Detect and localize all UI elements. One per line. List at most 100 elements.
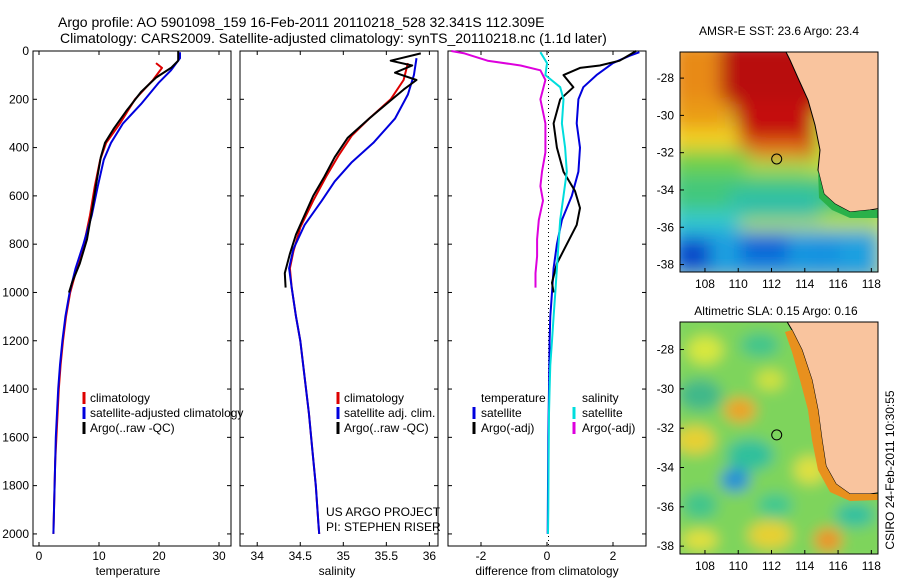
map-y-tick-label: -36 bbox=[657, 500, 675, 514]
map-x-tick-label: 110 bbox=[729, 559, 748, 573]
series-salinity-satellite bbox=[539, 51, 568, 534]
y-tick-label: 200 bbox=[9, 92, 29, 106]
timestamp-label: CSIRO 24-Feb-2011 10:30:55 bbox=[883, 390, 897, 550]
map-x-tick-label: 112 bbox=[762, 559, 781, 573]
x-tick-label: 30 bbox=[212, 549, 226, 563]
map-y-tick-label: -32 bbox=[657, 421, 675, 435]
map-y-tick-label: -36 bbox=[657, 220, 675, 234]
sst-map-title: AMSR-E SST: 23.6 Argo: 23.4 bbox=[699, 24, 859, 38]
map-x-tick-label: 112 bbox=[762, 277, 781, 291]
map-x-tick-label: 116 bbox=[828, 277, 847, 291]
x-tick-label: 0 bbox=[544, 549, 551, 563]
map-y-tick-label: -38 bbox=[657, 539, 675, 553]
map-x-tick-label: 114 bbox=[795, 559, 814, 573]
x-tick-label: 35 bbox=[337, 549, 351, 563]
difference-xlabel: difference from climatology bbox=[475, 564, 618, 578]
y-tick-label: 1600 bbox=[2, 430, 29, 444]
sla-map-panel: Altimetric SLA: 0.15 Argo: 0.16 bbox=[657, 304, 882, 573]
y-tick-label: 2000 bbox=[2, 527, 29, 541]
sla-argo-marker bbox=[771, 429, 783, 441]
legend-salinity-heading: salinity bbox=[582, 391, 619, 405]
x-tick-label: 34.5 bbox=[289, 549, 313, 563]
sla-map-ticks: 108 110 112 114 116 118 -28 -30 -32 -34 -36 -38 bbox=[657, 343, 882, 573]
y-tick-label: 1400 bbox=[2, 382, 29, 396]
x-tick-label: 35.5 bbox=[375, 549, 399, 563]
map-y-tick-label: -34 bbox=[657, 460, 675, 474]
y-tick-label: 600 bbox=[9, 189, 29, 203]
x-tick-label: 0 bbox=[36, 549, 43, 563]
y-tick-label: 800 bbox=[9, 237, 29, 251]
sla-coastal-band bbox=[785, 330, 878, 501]
series-temperature-argo-adj bbox=[551, 50, 637, 293]
project-note: US ARGO PROJECT bbox=[326, 505, 441, 519]
sst-map-ticks: 108 110 112 114 116 118 -28 -30 -32 -34 -36 -38 bbox=[657, 71, 882, 291]
difference-legend: temperature satellite Argo(-adj) salinit… bbox=[472, 391, 635, 435]
y-tick-label: 1200 bbox=[2, 334, 29, 348]
map-y-tick-label: -38 bbox=[657, 258, 675, 272]
pi-note: PI: STEPHEN RISER bbox=[326, 520, 441, 534]
legend-climatology: climatology bbox=[90, 391, 150, 405]
sla-map-title: Altimetric SLA: 0.15 Argo: 0.16 bbox=[694, 304, 858, 318]
sst-map-panel: AMSR-E SST: 23.6 Argo: 23.4 bbox=[657, 24, 882, 291]
y-tick-label: 1000 bbox=[2, 285, 29, 299]
difference-panel: -2 0 2 difference from climatology tempera… bbox=[447, 50, 647, 578]
map-x-tick-label: 108 bbox=[695, 559, 715, 573]
salinity-plot: 34 34.5 35 35.5 36 bbox=[240, 50, 438, 563]
series-salinity-argo-adj bbox=[451, 50, 547, 288]
header-subtitle: Climatology: CARS2009. Satellite-adjuste… bbox=[60, 30, 607, 46]
temperature-legend: climatology satellite-adjusted climatolo… bbox=[82, 391, 243, 435]
series-argo-raw-qc bbox=[283, 52, 422, 288]
x-tick-label: 20 bbox=[152, 549, 166, 563]
series-argo-raw-qc bbox=[68, 51, 180, 293]
temperature-axes-frame bbox=[32, 50, 232, 547]
y-tick-label: 1800 bbox=[2, 479, 29, 493]
x-tick-label: 34 bbox=[251, 549, 265, 563]
x-tick-label: 36 bbox=[423, 549, 437, 563]
temperature-xlabel: temperature bbox=[96, 564, 161, 578]
legend-climatology: climatology bbox=[344, 391, 404, 405]
salinity-xlabel: salinity bbox=[319, 564, 356, 578]
legend-salinity-satellite: satellite bbox=[582, 406, 623, 420]
map-x-tick-label: 108 bbox=[695, 277, 715, 291]
salinity-panel: 34 34.5 35 35.5 36 salinity climatology sate… bbox=[239, 50, 441, 578]
sst-map-field bbox=[680, 52, 878, 272]
y-tick-label: 400 bbox=[9, 141, 29, 155]
header-title: Argo profile: AO 5901098_159 16-Feb-2011… bbox=[58, 14, 545, 30]
difference-axes-frame bbox=[447, 50, 647, 547]
map-x-tick-label: 110 bbox=[729, 277, 748, 291]
salinity-axes-frame bbox=[239, 50, 439, 547]
map-y-tick-label: -34 bbox=[657, 183, 675, 197]
legend-salinity-argo: Argo(-adj) bbox=[582, 421, 635, 435]
map-y-tick-label: -32 bbox=[657, 146, 675, 160]
difference-plot: -2 0 2 bbox=[448, 50, 646, 563]
series-satellite-adj-clim bbox=[288, 58, 418, 534]
legend-satellite-adjusted: satellite-adjusted climatology bbox=[90, 406, 243, 420]
series-climatology bbox=[52, 62, 163, 534]
legend-temperature-satellite: satellite bbox=[481, 406, 522, 420]
map-x-tick-label: 114 bbox=[795, 277, 814, 291]
x-tick-label: 2 bbox=[610, 549, 617, 563]
map-x-tick-label: 118 bbox=[862, 559, 881, 573]
legend-satellite-adj: satellite adj. clim. bbox=[344, 406, 435, 420]
map-x-tick-label: 118 bbox=[862, 277, 881, 291]
salinity-legend: climatology satellite adj. clim. Argo(..… bbox=[336, 391, 435, 435]
sla-map-frame bbox=[679, 321, 879, 555]
legend-temperature-argo: Argo(-adj) bbox=[481, 421, 534, 435]
series-satellite-adjusted-climatology bbox=[52, 52, 181, 534]
legend-temperature-heading: temperature bbox=[481, 391, 546, 405]
sla-map-field bbox=[680, 322, 878, 554]
map-y-tick-label: -30 bbox=[657, 108, 675, 122]
sst-map-frame bbox=[679, 51, 879, 273]
sst-argo-marker bbox=[771, 153, 783, 165]
map-y-tick-label: -30 bbox=[657, 382, 675, 396]
x-tick-label: 10 bbox=[92, 549, 106, 563]
y-tick-label: 0 bbox=[22, 44, 29, 58]
map-y-tick-label: -28 bbox=[657, 343, 675, 357]
temperature-panel: 0 10 20 30 0 200 400 600 800 1000 1200 1400 1600 1800… bbox=[2, 44, 243, 578]
legend-argo: Argo(..raw -QC) bbox=[90, 421, 175, 435]
legend-argo: Argo(..raw -QC) bbox=[344, 421, 429, 435]
x-tick-label: -2 bbox=[476, 549, 487, 563]
series-climatology bbox=[288, 62, 409, 534]
map-y-tick-label: -28 bbox=[657, 71, 675, 85]
